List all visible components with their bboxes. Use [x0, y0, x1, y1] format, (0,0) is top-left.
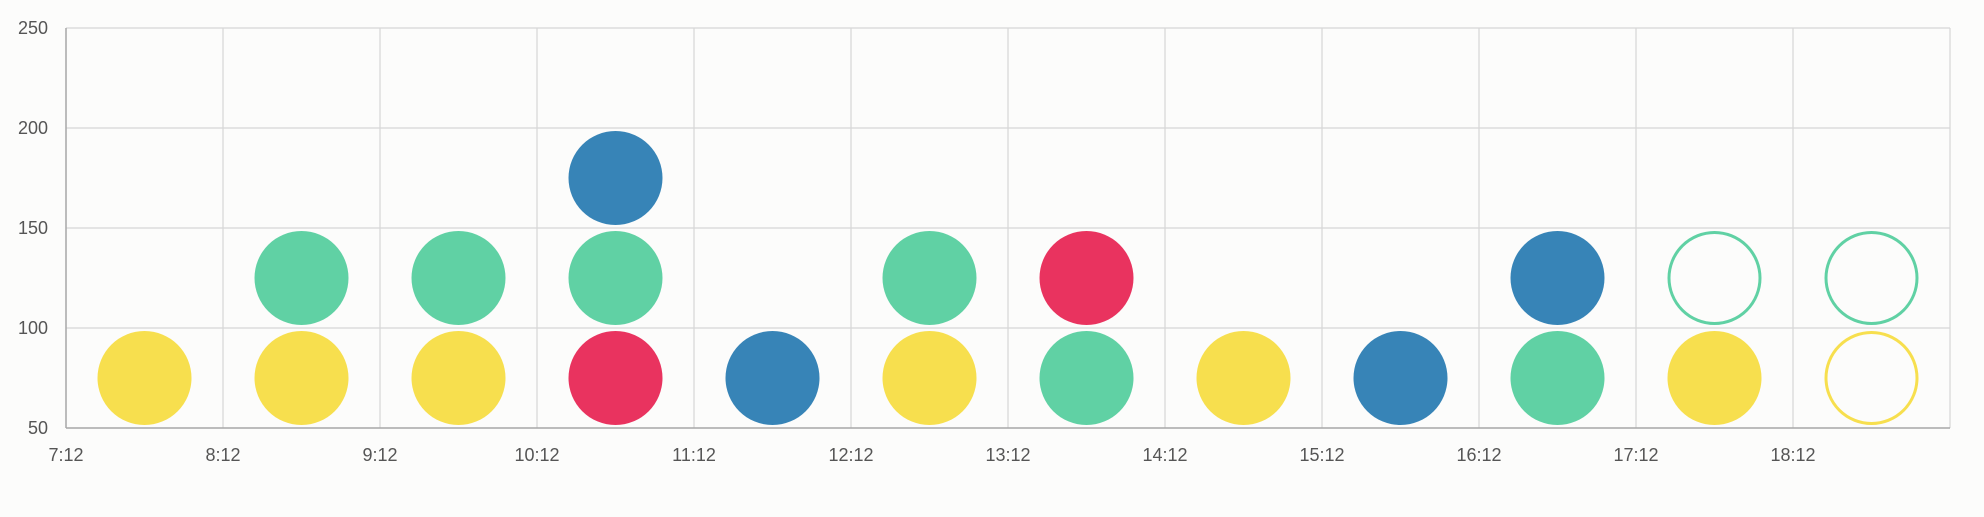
data-point [882, 231, 977, 325]
x-tick-label: 13:12 [985, 445, 1030, 465]
axes [65, 28, 1950, 429]
data-point [1510, 331, 1605, 425]
data-point [1824, 231, 1919, 325]
y-tick-label: 200 [18, 118, 48, 138]
x-tick-label: 17:12 [1613, 445, 1658, 465]
data-point [411, 231, 506, 325]
data-point [1667, 331, 1762, 425]
x-tick-label: 8:12 [205, 445, 240, 465]
x-tick-label: 11:12 [672, 445, 716, 465]
y-tick-label: 250 [18, 18, 48, 38]
data-point [411, 331, 506, 425]
y-tick-label: 150 [18, 218, 48, 238]
data-points [97, 131, 1919, 425]
data-point [1039, 231, 1134, 325]
data-point [1039, 331, 1134, 425]
y-tick-label: 100 [18, 318, 48, 338]
data-point [568, 331, 663, 425]
data-point [254, 331, 349, 425]
data-point [568, 131, 663, 225]
data-point [254, 231, 349, 325]
x-tick-label: 10:12 [514, 445, 559, 465]
data-point [1510, 231, 1605, 325]
data-point [568, 231, 663, 325]
x-tick-label: 9:12 [362, 445, 397, 465]
x-tick-label: 14:12 [1142, 445, 1187, 465]
data-point [1667, 231, 1762, 325]
data-point [1353, 331, 1448, 425]
x-tick-label: 7:12 [48, 445, 83, 465]
tick-labels: 50 100 150 200 250 7:12 8:12 9:12 10:12 11:12 12:1… [18, 18, 1816, 465]
x-tick-label: 15:12 [1299, 445, 1344, 465]
data-point [882, 331, 977, 425]
x-tick-label: 18:12 [1770, 445, 1815, 465]
x-tick-label: 16:12 [1456, 445, 1501, 465]
data-point [1824, 331, 1919, 425]
grid [65, 27, 1951, 429]
data-point [97, 331, 192, 425]
x-tick-label: 12:12 [828, 445, 873, 465]
data-point [1196, 331, 1291, 425]
y-tick-label: 50 [28, 418, 48, 438]
data-point [725, 331, 820, 425]
